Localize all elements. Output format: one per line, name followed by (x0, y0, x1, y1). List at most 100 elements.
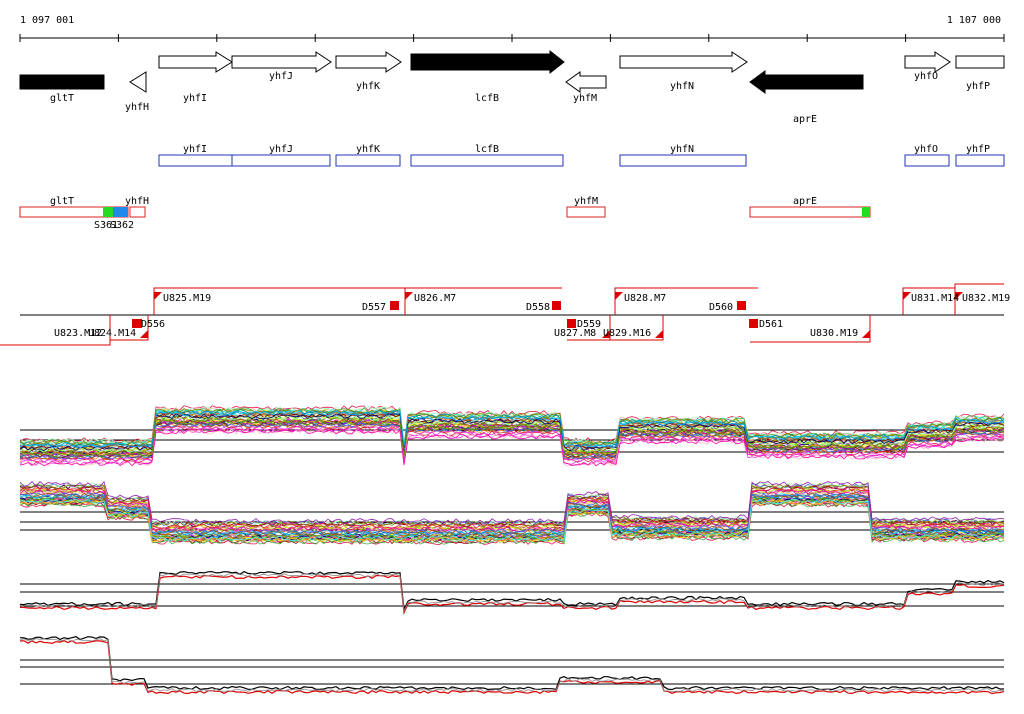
segment-label: U829.M16 (603, 328, 651, 339)
gene-yhfH[interactable] (129, 71, 147, 93)
sigma-label: S361 (94, 220, 118, 231)
deletion-marker[interactable] (132, 319, 142, 328)
gene-yhfM[interactable] (565, 71, 607, 93)
operon-label: yhfM (574, 196, 598, 207)
expression-trace (19, 409, 1005, 448)
expression-trace (19, 489, 1005, 532)
deletion-marker[interactable] (567, 319, 576, 328)
gene-yhfP[interactable] (955, 55, 1005, 69)
operon-track-minus (19, 206, 871, 218)
gene-label: yhfN (670, 81, 694, 92)
gene-label: yhfJ (269, 71, 293, 82)
ruler-end-label: 1 107 000 (947, 15, 1001, 26)
expression-trace (19, 413, 1005, 452)
summary-track-plus (19, 570, 1005, 615)
expression-trace (19, 480, 1005, 525)
expression-trace (19, 573, 1005, 613)
segment-label: U827.M8 (554, 328, 596, 339)
expression-trace (19, 485, 1005, 529)
operon-label: yhfO (914, 144, 938, 155)
sigma-site-green[interactable] (862, 207, 870, 217)
operon-yhfJ[interactable] (231, 154, 331, 167)
segment-label: D559 (577, 319, 601, 330)
operon-lcfB[interactable] (410, 154, 564, 167)
operon-label: lcfB (475, 144, 499, 155)
expression-trace (19, 410, 1005, 448)
deletion-marker[interactable] (749, 319, 758, 328)
gene-label: yhfI (183, 93, 207, 104)
expression-trace (19, 498, 1005, 542)
expression-trace (19, 428, 1005, 467)
deletion-marker[interactable] (552, 301, 561, 310)
deletion-marker[interactable] (737, 301, 746, 310)
operon-label: yhfP (966, 144, 990, 155)
expression-trace (19, 427, 1005, 466)
gene-yhfI[interactable] (158, 51, 233, 73)
operon-plus-labels: yhfI yhfJ yhfK lcfB yhfN yhfO yhfP (183, 144, 990, 155)
operon-yhfK[interactable] (335, 154, 401, 167)
gene-label: yhfK (356, 81, 380, 92)
operon-yhfN[interactable] (619, 154, 747, 167)
segment-label: D557 (362, 302, 386, 313)
operon-label: yhfI (183, 144, 207, 155)
segment-label: U825.M19 (163, 293, 211, 304)
segment-label: D558 (526, 302, 550, 313)
gene-yhfK[interactable] (335, 51, 402, 73)
gene-yhfN[interactable] (619, 51, 748, 73)
expression-trace (19, 492, 1005, 535)
segment-label: U828.M7 (624, 293, 666, 304)
gene-yhfO[interactable] (904, 51, 951, 73)
expression-trace (20, 574, 1005, 615)
sigma-site-blue[interactable] (113, 207, 128, 217)
expression-trace (19, 497, 1005, 541)
segmentation-track (0, 283, 1004, 346)
expression-trace (19, 419, 1005, 458)
summary-track-minus (19, 636, 1005, 695)
expression-trace (19, 421, 1005, 460)
operon-yhfH[interactable] (129, 206, 146, 218)
expression-trace (19, 425, 1005, 463)
gene-lcfB[interactable] (410, 49, 565, 75)
segment-label: U823.M12 (54, 328, 102, 339)
expression-trace (19, 413, 1005, 454)
segment-label: U832.M19 (962, 293, 1010, 304)
operon-label: yhfN (670, 144, 694, 155)
gene-yhfJ[interactable] (231, 51, 332, 73)
operon-label: yhfH (125, 196, 149, 207)
expression-trace (19, 418, 1005, 457)
gene-label: aprE (793, 114, 817, 125)
operon-label: yhfJ (269, 144, 293, 155)
gene-label: yhfM (573, 93, 597, 104)
operon-minus-labels: gltT yhfH yhfM aprE (50, 196, 817, 207)
operon-label: aprE (793, 196, 817, 207)
segment-label: U831.M14 (911, 293, 959, 304)
ruler-ticks (19, 34, 1005, 42)
operon-yhfP[interactable] (955, 154, 1005, 167)
expression-trace (19, 640, 1005, 695)
expression-trace (19, 488, 1005, 532)
gene-label: yhfP (966, 81, 990, 92)
expression-track-minus (19, 480, 1005, 545)
expression-trace (19, 638, 1005, 692)
gene-label: yhfO (914, 71, 938, 82)
gene-gltT[interactable] (19, 74, 105, 90)
sigma-site-green[interactable] (103, 207, 113, 217)
operon-aprE[interactable] (749, 206, 871, 218)
operon-yhfO[interactable] (904, 154, 950, 167)
segment-label: U824.M14 (88, 328, 136, 339)
expression-trace (19, 570, 1005, 612)
operon-yhfI[interactable] (158, 154, 233, 167)
gene-track (19, 49, 1005, 94)
gene-label: yhfH (125, 102, 149, 113)
operon-label: yhfK (356, 144, 380, 155)
gene-label: gltT (50, 93, 74, 104)
expression-trace (19, 425, 1005, 464)
gene-labels: gltT yhfH yhfI yhfJ yhfK lcfB yhfM yhfN … (50, 71, 990, 125)
segment-label: D561 (759, 319, 783, 330)
deletion-marker[interactable] (390, 301, 399, 310)
gene-aprE[interactable] (749, 70, 864, 94)
operon-label: gltT (50, 196, 74, 207)
ruler-start-label: 1 097 001 (20, 15, 74, 26)
operon-yhfM[interactable] (566, 206, 606, 218)
